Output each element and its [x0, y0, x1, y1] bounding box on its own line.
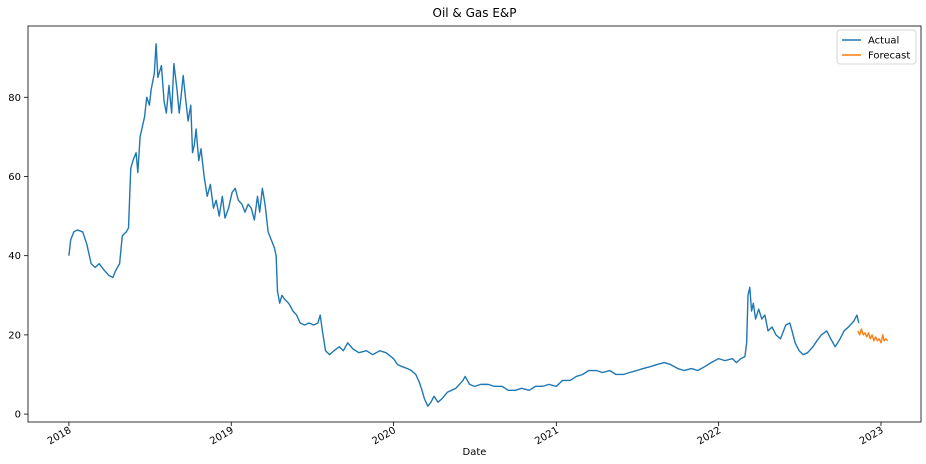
series-line-actual [68, 43, 860, 407]
legend-label-actual: Actual [868, 36, 899, 47]
plot-area [27, 25, 922, 423]
x-tick-label: 2020 [371, 425, 399, 447]
x-axis-label: Date [463, 447, 487, 458]
y-tick-label: 40 [8, 251, 21, 262]
legend-label-forecast: Forecast [868, 51, 910, 62]
legend: Actual Forecast [836, 29, 917, 65]
x-axis: 2018 2019 2020 2021 2022 2023 [46, 422, 886, 447]
y-tick-label: 0 [15, 410, 21, 421]
y-tick-label: 60 [8, 172, 21, 183]
chart-title: Oil & Gas E&P [433, 6, 517, 20]
x-tick-label: 2022 [696, 425, 724, 447]
plot-frame [27, 25, 922, 423]
series-line-forecast [857, 328, 889, 344]
x-tick-label: 2023 [858, 425, 886, 447]
x-tick-label: 2019 [208, 425, 236, 447]
y-axis: 0 20 40 60 80 [8, 93, 28, 421]
x-tick-label: 2021 [533, 425, 561, 447]
y-tick-label: 20 [8, 330, 21, 341]
y-tick-label: 80 [8, 93, 21, 104]
x-tick-label: 2018 [46, 425, 74, 447]
